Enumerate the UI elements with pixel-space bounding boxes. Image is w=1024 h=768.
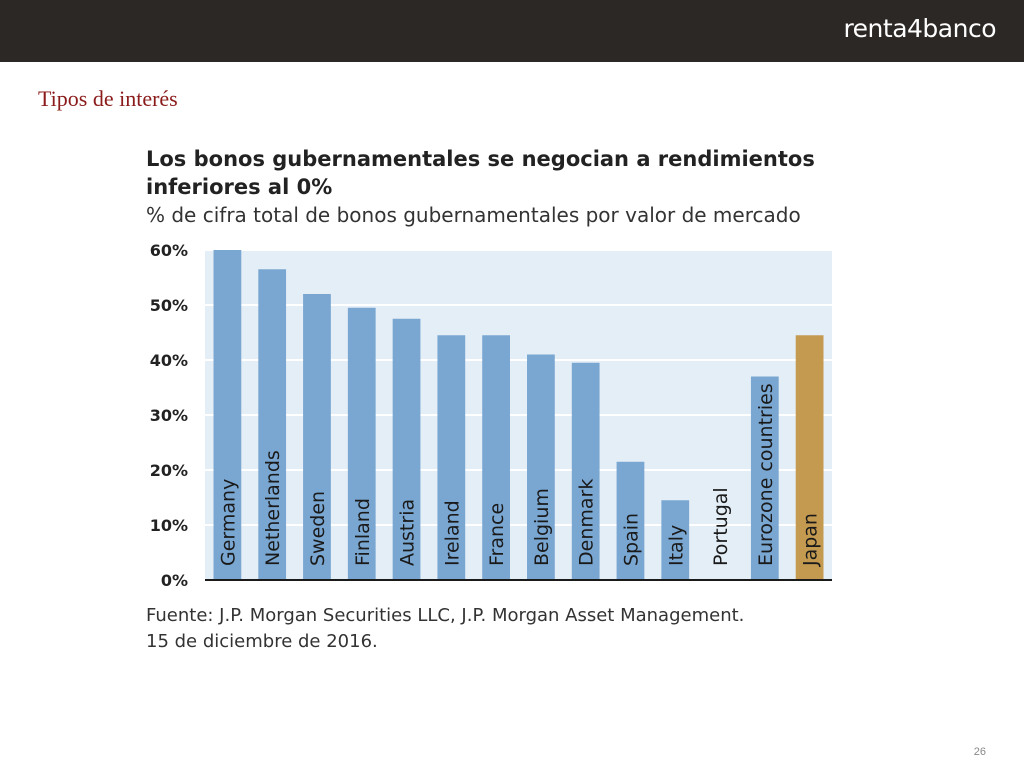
bar bbox=[795, 335, 824, 580]
y-tick-label: 40% bbox=[150, 351, 188, 370]
slide-title: Tipos de interés bbox=[38, 86, 178, 111]
bar bbox=[616, 461, 645, 580]
x-tick-label: Finland bbox=[352, 498, 374, 566]
y-tick-label: 10% bbox=[150, 516, 188, 535]
x-tick-label: Italy bbox=[665, 525, 687, 566]
x-tick-label: Portugal bbox=[710, 487, 732, 566]
y-tick-label: 0% bbox=[161, 571, 188, 590]
x-tick-label: Denmark bbox=[576, 479, 598, 566]
source-note: Fuente: J.P. Morgan Securities LLC, J.P.… bbox=[146, 603, 744, 655]
y-tick-label: 60% bbox=[150, 241, 188, 260]
bar-chart: 0% 10% 20% 30% 40% 50% 60% Germany Netherlands Sw… bbox=[150, 241, 832, 590]
bar bbox=[392, 318, 421, 580]
brand-logo: renta4banco bbox=[843, 14, 996, 43]
x-tick-label: Eurozone countries bbox=[755, 383, 777, 566]
chart-title: Los bonos gubernamentales se negocian a … bbox=[146, 145, 846, 201]
bar bbox=[303, 294, 331, 580]
chart-title-line-1: Los bonos gubernamentales se negocian a … bbox=[146, 147, 815, 171]
page-number: 26 bbox=[973, 746, 986, 758]
chart-subtitle: % de cifra total de bonos gubernamentale… bbox=[146, 203, 801, 227]
bar bbox=[750, 376, 779, 580]
source-line-1: Fuente: J.P. Morgan Securities LLC, J.P.… bbox=[146, 605, 745, 626]
bar bbox=[482, 335, 510, 580]
header-bar: renta4banco bbox=[0, 0, 1024, 62]
bar bbox=[437, 335, 466, 580]
source-line-2: 15 de diciembre de 2016. bbox=[146, 631, 378, 652]
bar bbox=[258, 269, 287, 580]
bar bbox=[213, 250, 242, 580]
y-tick-label: 20% bbox=[150, 461, 188, 480]
bar bbox=[661, 500, 690, 580]
x-tick-label: Spain bbox=[620, 513, 642, 566]
x-tick-label: Netherlands bbox=[262, 450, 284, 566]
x-tick-label: Belgium bbox=[531, 488, 553, 566]
y-tick-label: 50% bbox=[150, 296, 188, 315]
x-tick-label: Japan bbox=[800, 513, 822, 567]
bar bbox=[527, 354, 555, 580]
chart-title-line-2: inferiores al 0% bbox=[146, 175, 333, 199]
x-tick-label: Germany bbox=[217, 479, 239, 566]
x-tick-label: France bbox=[486, 503, 508, 566]
x-tick-label: Austria bbox=[397, 499, 419, 566]
y-tick-label: 30% bbox=[150, 406, 188, 425]
x-tick-label: Ireland bbox=[441, 500, 463, 566]
bar bbox=[571, 362, 600, 580]
bar bbox=[347, 307, 376, 580]
x-tick-label: Sweden bbox=[307, 491, 329, 566]
